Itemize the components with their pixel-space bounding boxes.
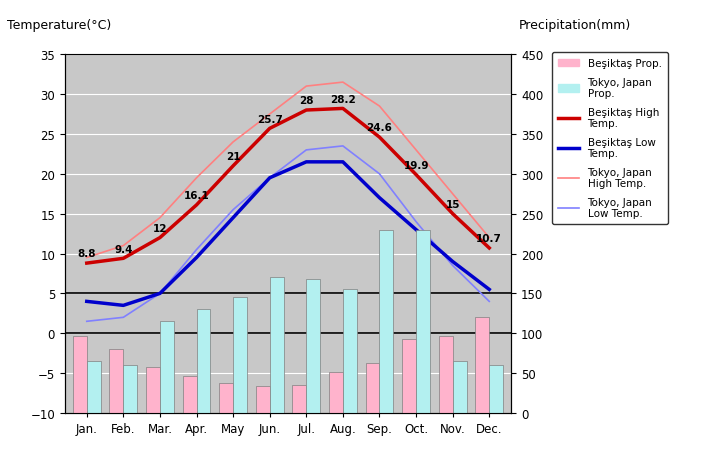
Bar [329,373,343,413]
Text: 10.7: 10.7 [477,234,502,244]
Bar [292,385,306,413]
Text: 15: 15 [446,200,460,209]
Text: Precipitation(mm): Precipitation(mm) [518,19,631,32]
Text: Temperature(°C): Temperature(°C) [7,19,112,32]
Bar [160,322,174,413]
Text: 8.8: 8.8 [78,249,96,259]
Bar [183,376,197,413]
Text: 24.6: 24.6 [366,123,392,133]
Text: 19.9: 19.9 [403,161,429,170]
Bar [270,278,284,413]
Text: 9.4: 9.4 [114,244,132,254]
Text: 21: 21 [226,152,240,162]
Bar [306,280,320,413]
Text: 16.1: 16.1 [184,190,210,201]
Bar [490,365,503,413]
Bar [256,386,270,413]
Bar [233,298,247,413]
Bar [379,230,393,413]
Text: 12: 12 [153,224,167,233]
Bar [73,337,86,413]
Bar [109,349,123,413]
Bar [416,230,430,413]
Bar [86,361,101,413]
Bar [343,290,357,413]
Text: 28: 28 [299,96,313,106]
Bar [402,339,416,413]
Bar [366,363,379,413]
Bar [123,365,138,413]
Bar [146,367,160,413]
Bar [197,310,210,413]
Text: 25.7: 25.7 [257,114,283,124]
Bar [219,383,233,413]
Bar [475,318,490,413]
Bar [453,361,467,413]
Bar [438,337,453,413]
Legend: Beşiktaş Prop., Tokyo, Japan
Prop., Beşiktaş High
Temp., Beşiktaş Low
Temp., Tok: Beşiktaş Prop., Tokyo, Japan Prop., Beşi… [552,53,667,225]
Text: 28.2: 28.2 [330,95,356,104]
